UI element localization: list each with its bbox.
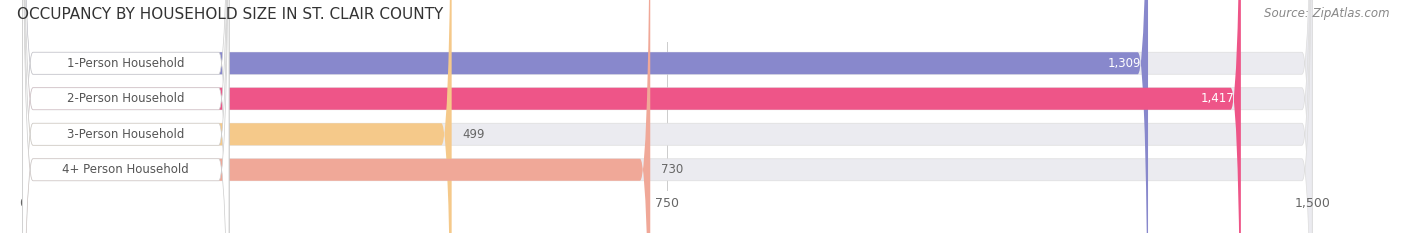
FancyBboxPatch shape: [22, 0, 229, 233]
FancyBboxPatch shape: [22, 0, 451, 233]
Text: 1,309: 1,309: [1108, 57, 1142, 70]
FancyBboxPatch shape: [22, 0, 229, 233]
FancyBboxPatch shape: [22, 0, 229, 233]
Text: 4+ Person Household: 4+ Person Household: [62, 163, 190, 176]
FancyBboxPatch shape: [22, 0, 1312, 233]
Text: 1,417: 1,417: [1201, 92, 1234, 105]
FancyBboxPatch shape: [22, 0, 650, 233]
Text: Source: ZipAtlas.com: Source: ZipAtlas.com: [1264, 7, 1389, 20]
FancyBboxPatch shape: [22, 0, 1312, 233]
FancyBboxPatch shape: [22, 0, 229, 233]
Text: 2-Person Household: 2-Person Household: [67, 92, 184, 105]
Text: 3-Person Household: 3-Person Household: [67, 128, 184, 141]
FancyBboxPatch shape: [22, 0, 1241, 233]
Text: 730: 730: [661, 163, 683, 176]
Text: OCCUPANCY BY HOUSEHOLD SIZE IN ST. CLAIR COUNTY: OCCUPANCY BY HOUSEHOLD SIZE IN ST. CLAIR…: [17, 7, 443, 22]
FancyBboxPatch shape: [22, 0, 1312, 233]
Text: 499: 499: [463, 128, 485, 141]
Text: 1-Person Household: 1-Person Household: [67, 57, 184, 70]
FancyBboxPatch shape: [22, 0, 1149, 233]
FancyBboxPatch shape: [22, 0, 1312, 233]
